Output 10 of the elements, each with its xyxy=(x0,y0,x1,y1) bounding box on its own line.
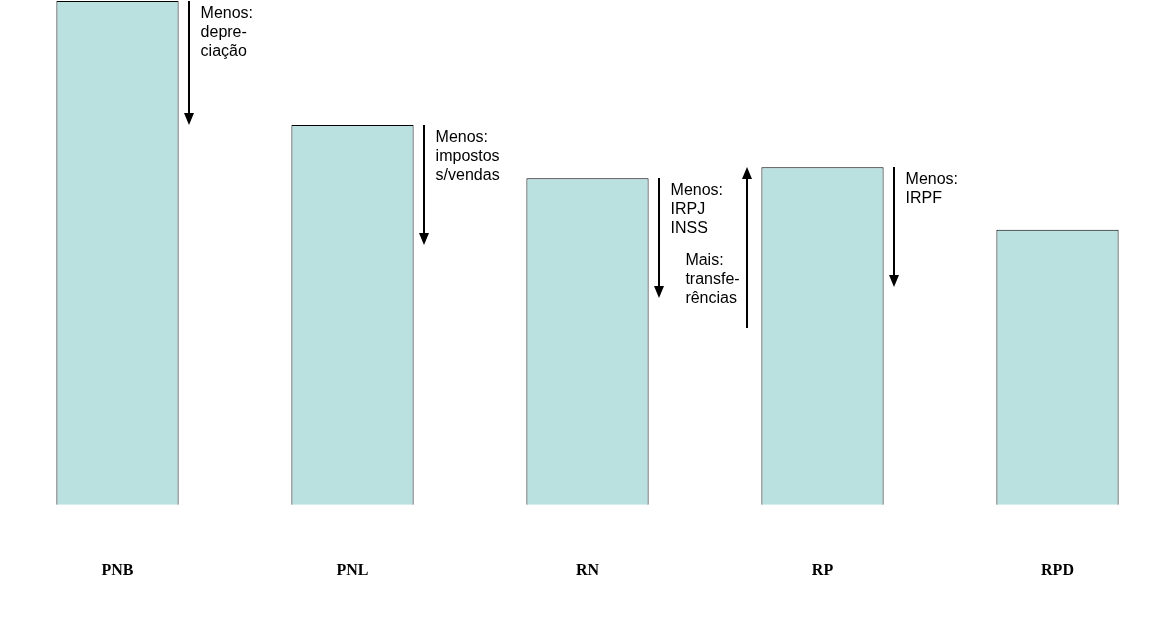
annotation: Mais: transfe- rências xyxy=(685,250,740,308)
x-tick-label: RN xyxy=(575,560,600,578)
annotation: Menos: IRPF xyxy=(905,169,959,208)
annotation: Menos: impostos s/vendas xyxy=(435,126,500,184)
annotation: Menos: IRPJ INSS xyxy=(670,180,724,238)
x-tick-label: PNL xyxy=(336,560,369,578)
x-tick-label: RPD xyxy=(1041,560,1074,578)
annotation: Menos: depre- ciação xyxy=(200,3,254,60)
x-tick-label: PNB xyxy=(101,560,134,578)
x-tick-label: RP xyxy=(811,560,834,578)
